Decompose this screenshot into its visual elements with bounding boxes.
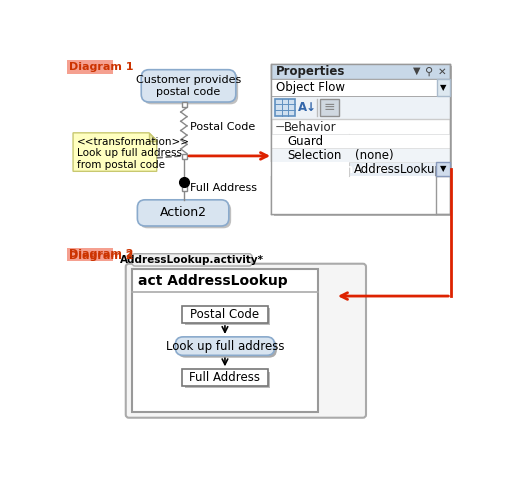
Bar (271, 64, 449, 214)
Text: AddressLookup.activity*: AddressLookup.activity* (120, 255, 264, 265)
Polygon shape (73, 133, 156, 171)
Text: Object Flow: Object Flow (275, 81, 345, 94)
Bar (271, 64, 449, 79)
Bar (67, 60, 113, 74)
Text: Look up full address: Look up full address (165, 339, 284, 353)
Text: ✕: ✕ (436, 66, 445, 76)
Text: Guard: Guard (287, 135, 322, 148)
Bar (67, 248, 113, 261)
Text: Selection: Selection (287, 149, 341, 162)
Text: act AddressLookup: act AddressLookup (138, 274, 287, 288)
FancyBboxPatch shape (141, 70, 235, 102)
Bar (271, 162, 348, 176)
Bar (181, 102, 187, 108)
Bar (271, 134, 449, 148)
Bar (271, 96, 449, 119)
Bar (181, 186, 187, 191)
FancyBboxPatch shape (139, 202, 231, 228)
Bar (184, 371, 269, 389)
Bar (275, 99, 295, 116)
Text: Customer provides
postal code: Customer provides postal code (135, 75, 241, 97)
Text: Full Address: Full Address (190, 183, 257, 193)
Bar (320, 99, 338, 116)
Text: Action2: Action2 (159, 206, 206, 219)
Bar (436, 79, 449, 96)
Text: <<transformation>>
Look up full address
from postal code: <<transformation>> Look up full address … (77, 137, 189, 170)
Bar (182, 369, 267, 386)
Text: (none): (none) (354, 149, 393, 162)
Bar (271, 176, 435, 214)
FancyBboxPatch shape (126, 264, 365, 418)
Bar (184, 308, 269, 326)
FancyBboxPatch shape (177, 339, 276, 358)
Bar (273, 66, 451, 216)
Text: ▼: ▼ (412, 66, 419, 76)
Text: ▼: ▼ (439, 164, 445, 174)
Text: AddressLookup: AddressLookup (353, 163, 442, 175)
Text: −: − (274, 121, 285, 134)
Bar (271, 134, 449, 176)
Text: ▼: ▼ (439, 83, 446, 92)
Text: Behavior: Behavior (284, 121, 336, 134)
FancyBboxPatch shape (132, 254, 251, 266)
Bar (132, 269, 317, 412)
Bar (435, 162, 449, 176)
Polygon shape (149, 133, 156, 141)
Text: Properties: Properties (275, 65, 345, 78)
FancyBboxPatch shape (137, 200, 229, 226)
Bar (271, 148, 449, 162)
Bar (271, 79, 449, 96)
Text: Postal Code: Postal Code (190, 308, 259, 321)
FancyBboxPatch shape (175, 337, 274, 355)
Bar (181, 153, 187, 159)
Text: Full Address: Full Address (189, 371, 260, 384)
Text: A↓: A↓ (298, 101, 317, 114)
Text: Diagram 2: Diagram 2 (69, 250, 133, 260)
Text: Diagram 1: Diagram 1 (69, 62, 133, 72)
FancyBboxPatch shape (144, 72, 238, 104)
Bar (182, 306, 267, 323)
Bar (228, 162, 348, 176)
Text: ⚲: ⚲ (424, 66, 432, 76)
Text: Transformation: Transformation (287, 163, 387, 175)
Text: ≡: ≡ (323, 100, 335, 114)
Text: Postal Code: Postal Code (190, 122, 255, 131)
Text: Diagram 2: Diagram 2 (69, 251, 133, 261)
